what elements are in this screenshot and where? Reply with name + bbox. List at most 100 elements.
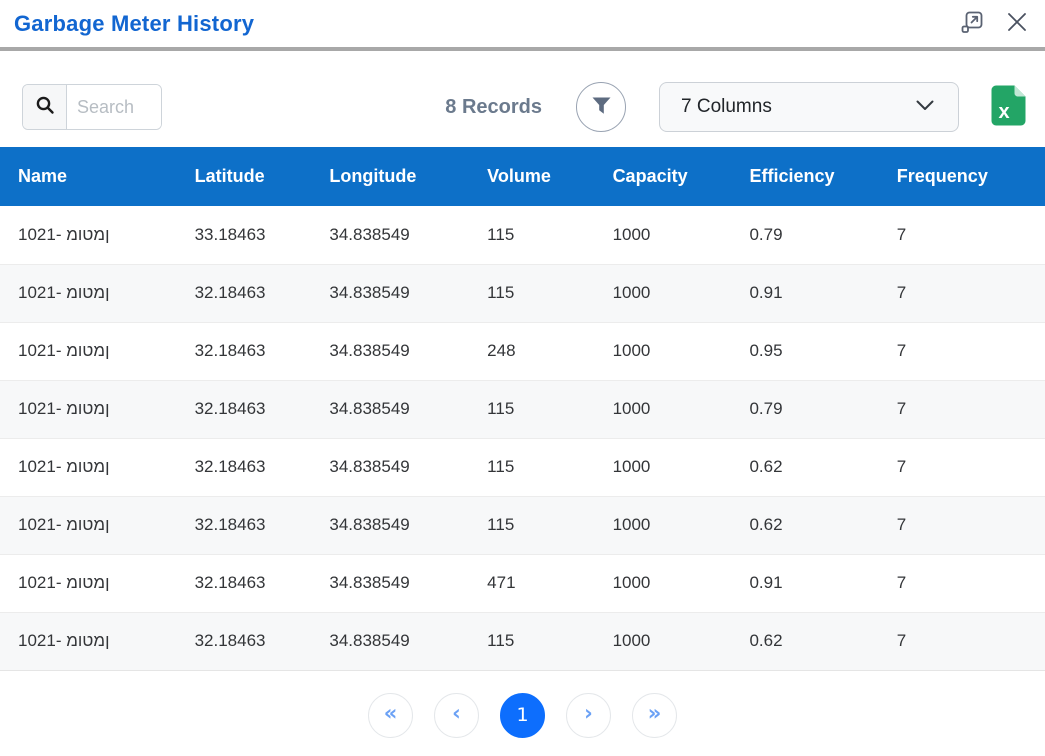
cell-capacity: 1000 [595, 438, 732, 496]
table-row: 1021- מוטמן 32.18463 34.838549 115 1000 … [0, 264, 1045, 322]
expand-button[interactable] [957, 7, 987, 40]
columns-dropdown[interactable]: 7 Columns [659, 82, 959, 132]
cell-capacity: 1000 [595, 612, 732, 670]
cell-latitude: 33.18463 [177, 206, 312, 264]
column-header-capacity[interactable]: Capacity [595, 147, 732, 206]
columns-dropdown-value: 7 Columns [681, 96, 772, 118]
cell-latitude: 32.18463 [177, 554, 312, 612]
table-row: 1021- מוטמן 33.18463 34.838549 115 1000 … [0, 206, 1045, 264]
export-excel-button[interactable]: x [991, 85, 1026, 129]
expand-icon [959, 9, 985, 38]
cell-efficiency: 0.79 [731, 206, 878, 264]
cell-frequency: 7 [879, 322, 1045, 380]
pagination-last-button[interactable]: » [632, 693, 677, 738]
close-icon [1005, 10, 1029, 37]
table-row: 1021- מוטמן 32.18463 34.838549 471 1000 … [0, 554, 1045, 612]
search-icon [35, 95, 55, 120]
cell-efficiency: 0.91 [731, 554, 878, 612]
cell-capacity: 1000 [595, 380, 732, 438]
pagination-page-1-button[interactable]: 1 [500, 693, 545, 738]
cell-frequency: 7 [879, 438, 1045, 496]
cell-name: 1021- מוטמן [0, 496, 177, 554]
cell-capacity: 1000 [595, 554, 732, 612]
column-header-name[interactable]: Name [0, 147, 177, 206]
column-header-volume[interactable]: Volume [469, 147, 594, 206]
cell-volume: 115 [469, 612, 594, 670]
cell-latitude: 32.18463 [177, 380, 312, 438]
data-table: Name Latitude Longitude Volume Capacity … [0, 147, 1045, 671]
chevron-down-icon [916, 98, 934, 116]
cell-longitude: 34.838549 [311, 322, 469, 380]
table-row: 1021- מוטמן 32.18463 34.838549 115 1000 … [0, 496, 1045, 554]
table-body: 1021- מוטמן 33.18463 34.838549 115 1000 … [0, 206, 1045, 670]
pagination-first-button[interactable]: « [368, 693, 413, 738]
page-title: Garbage Meter History [14, 11, 254, 37]
cell-volume: 471 [469, 554, 594, 612]
cell-name: 1021- מוטמן [0, 264, 177, 322]
filter-funnel-icon [592, 97, 611, 118]
cell-volume: 248 [469, 322, 594, 380]
cell-efficiency: 0.95 [731, 322, 878, 380]
table-row: 1021- מוטמן 32.18463 34.838549 115 1000 … [0, 380, 1045, 438]
cell-name: 1021- מוטמן [0, 612, 177, 670]
cell-efficiency: 0.62 [731, 438, 878, 496]
search-group [22, 84, 162, 130]
pagination: « ‹ 1 › » [0, 671, 1045, 756]
column-header-latitude[interactable]: Latitude [177, 147, 312, 206]
cell-frequency: 7 [879, 612, 1045, 670]
toolbar: 8 Records 7 Columns x [0, 51, 1045, 147]
excel-x-letter: x [998, 101, 1009, 123]
pagination-prev-button[interactable]: ‹ [434, 693, 479, 738]
cell-frequency: 7 [879, 206, 1045, 264]
column-header-frequency[interactable]: Frequency [879, 147, 1045, 206]
cell-volume: 115 [469, 496, 594, 554]
cell-longitude: 34.838549 [311, 206, 469, 264]
column-header-longitude[interactable]: Longitude [311, 147, 469, 206]
garbage-meter-history-modal: Garbage Meter History [0, 0, 1045, 756]
modal-header: Garbage Meter History [0, 0, 1045, 51]
cell-capacity: 1000 [595, 264, 732, 322]
cell-name: 1021- מוטמן [0, 206, 177, 264]
cell-longitude: 34.838549 [311, 264, 469, 322]
close-button[interactable] [1003, 8, 1031, 39]
cell-volume: 115 [469, 206, 594, 264]
cell-volume: 115 [469, 438, 594, 496]
table-header-row: Name Latitude Longitude Volume Capacity … [0, 147, 1045, 206]
filter-button[interactable] [576, 82, 626, 132]
cell-capacity: 1000 [595, 322, 732, 380]
cell-frequency: 7 [879, 554, 1045, 612]
cell-name: 1021- מוטמן [0, 380, 177, 438]
cell-longitude: 34.838549 [311, 380, 469, 438]
cell-capacity: 1000 [595, 206, 732, 264]
cell-frequency: 7 [879, 380, 1045, 438]
column-header-efficiency[interactable]: Efficiency [731, 147, 878, 206]
excel-file-icon: x [991, 85, 1026, 129]
table-row: 1021- מוטמן 32.18463 34.838549 248 1000 … [0, 322, 1045, 380]
cell-name: 1021- מוטמן [0, 554, 177, 612]
table-header: Name Latitude Longitude Volume Capacity … [0, 147, 1045, 206]
cell-efficiency: 0.62 [731, 496, 878, 554]
window-actions [957, 7, 1031, 40]
cell-latitude: 32.18463 [177, 612, 312, 670]
table-row: 1021- מוטמן 32.18463 34.838549 115 1000 … [0, 438, 1045, 496]
cell-name: 1021- מוטמן [0, 322, 177, 380]
cell-efficiency: 0.79 [731, 380, 878, 438]
search-input[interactable] [67, 85, 161, 129]
cell-longitude: 34.838549 [311, 496, 469, 554]
records-count: 8 Records [445, 96, 542, 119]
cell-volume: 115 [469, 380, 594, 438]
cell-latitude: 32.18463 [177, 438, 312, 496]
search-icon-box [23, 85, 67, 129]
pagination-next-button[interactable]: › [566, 693, 611, 738]
cell-longitude: 34.838549 [311, 612, 469, 670]
cell-capacity: 1000 [595, 496, 732, 554]
cell-longitude: 34.838549 [311, 554, 469, 612]
cell-name: 1021- מוטמן [0, 438, 177, 496]
table-row: 1021- מוטמן 32.18463 34.838549 115 1000 … [0, 612, 1045, 670]
cell-volume: 115 [469, 264, 594, 322]
cell-latitude: 32.18463 [177, 264, 312, 322]
cell-frequency: 7 [879, 264, 1045, 322]
cell-latitude: 32.18463 [177, 322, 312, 380]
cell-longitude: 34.838549 [311, 438, 469, 496]
cell-efficiency: 0.62 [731, 612, 878, 670]
